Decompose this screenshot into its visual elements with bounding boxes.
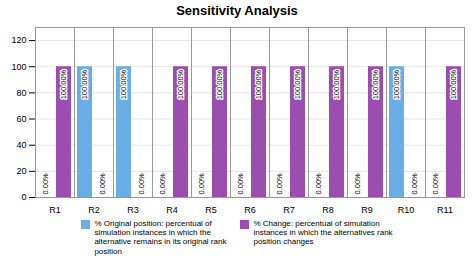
- svg-text:20: 20: [16, 166, 26, 176]
- svg-text:0.00%: 0.00%: [236, 173, 245, 195]
- svg-text:100.00%: 100.00%: [119, 69, 128, 99]
- svg-text:R9: R9: [361, 205, 373, 215]
- svg-text:R8: R8: [322, 205, 334, 215]
- svg-text:R3: R3: [127, 205, 139, 215]
- svg-text:R11: R11: [437, 205, 453, 215]
- svg-text:0.00%: 0.00%: [275, 173, 284, 195]
- svg-text:100.00%: 100.00%: [254, 69, 263, 99]
- svg-text:0.00%: 0.00%: [98, 173, 107, 195]
- svg-text:0.00%: 0.00%: [158, 173, 167, 195]
- svg-text:100.00%: 100.00%: [176, 69, 185, 99]
- svg-text:0.00%: 0.00%: [431, 173, 440, 195]
- svg-text:R5: R5: [205, 205, 217, 215]
- svg-text:120: 120: [11, 35, 26, 45]
- svg-text:100.00%: 100.00%: [371, 69, 380, 99]
- svg-text:100.00%: 100.00%: [293, 69, 302, 99]
- svg-text:100.00%: 100.00%: [80, 69, 89, 99]
- svg-text:R7: R7: [283, 205, 295, 215]
- svg-text:R1: R1: [49, 205, 61, 215]
- svg-text:100.00%: 100.00%: [449, 69, 458, 99]
- svg-text:0.00%: 0.00%: [137, 173, 146, 195]
- html-text:% Original position: percentua: % Original position: percentual of simul…: [94, 219, 227, 256]
- svg-text:100: 100: [11, 62, 26, 72]
- svg-text:R10: R10: [398, 205, 415, 215]
- svg-text:60: 60: [16, 114, 26, 124]
- svg-text:0.00%: 0.00%: [410, 173, 419, 195]
- svg-text:100.00%: 100.00%: [59, 69, 68, 99]
- svg-text:R2: R2: [88, 205, 100, 215]
- svg-text:R6: R6: [244, 205, 256, 215]
- svg-text:100.00%: 100.00%: [392, 69, 401, 99]
- svg-text:0.00%: 0.00%: [197, 173, 206, 195]
- html-text:% Change: percentual of simula: % Change: percentual of simulation insta…: [253, 219, 393, 247]
- svg-text:0.00%: 0.00%: [353, 173, 362, 195]
- html-text:Sensitivity Analysis: Sensitivity Analysis: [176, 3, 298, 18]
- svg-text:100.00%: 100.00%: [332, 69, 341, 99]
- svg-text:80: 80: [16, 88, 26, 98]
- svg-text:0.00%: 0.00%: [314, 173, 323, 195]
- svg-text:R4: R4: [166, 205, 178, 215]
- svg-text:100.00%: 100.00%: [215, 69, 224, 99]
- svg-text:0: 0: [21, 192, 26, 202]
- svg-text:0.00%: 0.00%: [41, 173, 50, 195]
- svg-text:40: 40: [16, 140, 26, 150]
